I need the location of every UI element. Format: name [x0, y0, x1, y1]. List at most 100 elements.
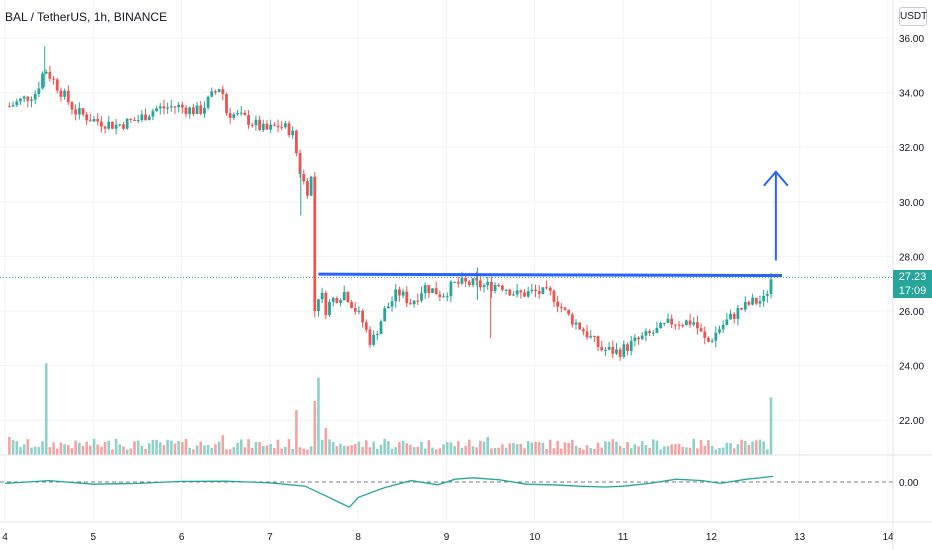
- volume-bar: [743, 441, 747, 455]
- currency-badge[interactable]: USDT: [899, 7, 927, 26]
- volume-bar: [30, 447, 33, 455]
- volume-bar: [692, 438, 696, 455]
- volume-bar: [651, 439, 655, 455]
- candle-body: [88, 120, 92, 122]
- volume-bar: [195, 445, 199, 455]
- candle-layer: [8, 46, 773, 361]
- candle-body: [210, 91, 214, 97]
- candle-body: [63, 90, 67, 97]
- candle-body: [144, 114, 147, 121]
- candle-body: [77, 108, 81, 115]
- volume-bar: [677, 443, 681, 455]
- x-tick-label: 7: [267, 532, 273, 543]
- volume-bar: [607, 441, 611, 455]
- volume-bar: [501, 444, 504, 455]
- candle-body: [342, 291, 346, 301]
- candle-body: [368, 329, 372, 345]
- volume-bar: [276, 439, 280, 455]
- volume-bar: [493, 447, 497, 455]
- candle-body: [747, 301, 751, 305]
- volume-bar: [762, 441, 765, 455]
- candle-body: [214, 91, 217, 93]
- volume-bar: [48, 447, 52, 455]
- candle-body: [364, 322, 368, 330]
- candle-body: [438, 294, 442, 297]
- volume-bar: [729, 443, 732, 455]
- volume-bar: [626, 441, 629, 455]
- volume-bar: [688, 447, 692, 455]
- volume-bar: [699, 440, 703, 455]
- volume-bar: [475, 447, 478, 455]
- volume-bar: [225, 449, 228, 455]
- volume-bar: [247, 439, 250, 455]
- candle-body: [254, 119, 258, 126]
- candle-body: [423, 285, 427, 294]
- volume-bar: [295, 410, 298, 455]
- candle-body: [486, 282, 490, 286]
- volume-bar: [589, 448, 593, 455]
- candle-body: [537, 291, 541, 294]
- volume-bar: [169, 440, 173, 455]
- volume-bar: [125, 449, 129, 455]
- candle-body: [372, 334, 376, 345]
- candle-body: [493, 284, 497, 291]
- symbol-title[interactable]: BAL / TetherUS, 1h, BINANCE: [5, 10, 168, 24]
- candle-body: [379, 321, 383, 335]
- volume-bar: [578, 447, 581, 455]
- candle-body: [449, 281, 453, 297]
- candle-body: [460, 277, 464, 284]
- candle-body: [589, 336, 593, 338]
- candle-body: [707, 337, 710, 342]
- candle-body: [313, 176, 317, 311]
- candle-body: [357, 310, 361, 312]
- volume-bar: [460, 447, 464, 455]
- candle-body: [169, 106, 173, 108]
- candle-body: [714, 332, 718, 341]
- candle-body: [353, 307, 357, 312]
- candle-body: [409, 303, 412, 305]
- volume-bar: [368, 447, 372, 455]
- y-tick-label: 24.00: [899, 362, 924, 373]
- candle-body: [335, 297, 339, 303]
- volume-bar: [353, 444, 357, 455]
- candle-body: [467, 281, 471, 286]
- y-tick-label: 30.00: [899, 198, 924, 209]
- volume-bar: [751, 441, 754, 455]
- drawing-layer[interactable]: [318, 170, 789, 278]
- volume-bar: [644, 445, 648, 455]
- candle-body: [291, 130, 295, 136]
- x-tick-label: 6: [179, 532, 185, 543]
- x-tick-label: 11: [618, 532, 629, 543]
- volume-bar: [574, 445, 578, 455]
- candle-body: [151, 111, 155, 117]
- volume-bar: [280, 448, 283, 455]
- volume-bar: [398, 442, 401, 455]
- candle-body: [96, 119, 100, 122]
- volume-bar: [390, 448, 394, 455]
- candle-body: [280, 127, 284, 129]
- volume-bar: [530, 442, 534, 455]
- candle-body: [199, 105, 203, 114]
- candle-body: [633, 337, 637, 341]
- candle-body: [74, 109, 78, 115]
- candle-body: [673, 324, 677, 326]
- candle-body: [324, 292, 328, 316]
- volume-bar: [328, 439, 331, 455]
- x-tick-label: 12: [706, 532, 718, 543]
- candle-body: [41, 73, 44, 89]
- volume-bar: [199, 441, 203, 455]
- candle-body: [122, 124, 125, 129]
- candle-body: [48, 71, 52, 79]
- volume-bar: [512, 443, 515, 455]
- x-tick-label: 10: [529, 532, 541, 543]
- volume-bar: [666, 446, 670, 455]
- volume-bar: [387, 441, 390, 455]
- candle-body: [394, 289, 398, 302]
- volume-bar: [736, 444, 740, 455]
- candle-body: [401, 291, 405, 296]
- volume-bar: [273, 448, 276, 455]
- candle-body: [309, 176, 313, 196]
- candle-body: [195, 105, 199, 114]
- volume-bar: [151, 439, 155, 455]
